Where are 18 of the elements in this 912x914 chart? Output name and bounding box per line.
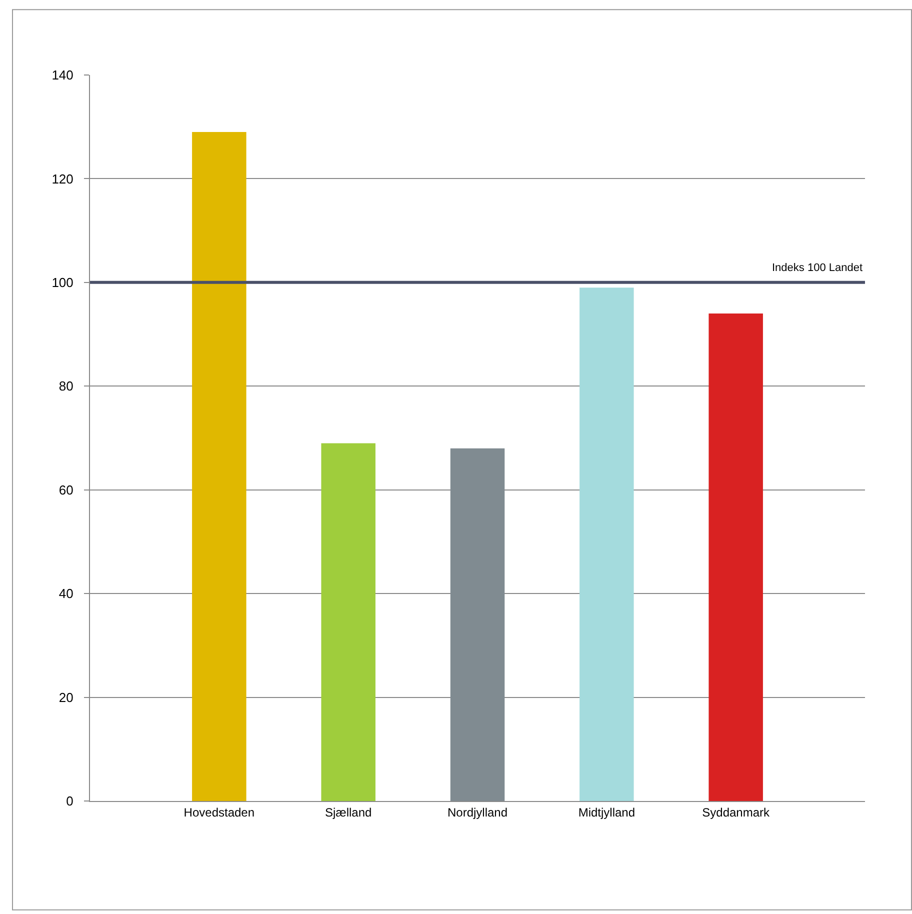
bar [192, 132, 246, 801]
bar [321, 443, 376, 801]
y-tick-label: 100 [52, 274, 74, 290]
x-tick-label: Syddanmark [702, 805, 771, 820]
y-tick-label: 140 [52, 68, 74, 83]
y-tick-label: 20 [58, 690, 74, 705]
y-tick-label: 40 [58, 586, 74, 602]
y-tick-label: 0 [66, 794, 74, 809]
x-tick-label: Midtjylland [578, 805, 636, 820]
bar [708, 314, 763, 801]
x-tick-label: Nordjylland [447, 805, 508, 820]
y-tick-label: 60 [58, 482, 74, 498]
x-tick-label: Hovedstaden [184, 805, 255, 820]
ref-line-label: Indeks 100 Landet [772, 262, 863, 274]
bar [580, 288, 634, 801]
x-tick-label: Sjælland [324, 805, 372, 820]
y-tick-label: 80 [58, 378, 74, 394]
y-tick-label: 120 [52, 171, 74, 186]
